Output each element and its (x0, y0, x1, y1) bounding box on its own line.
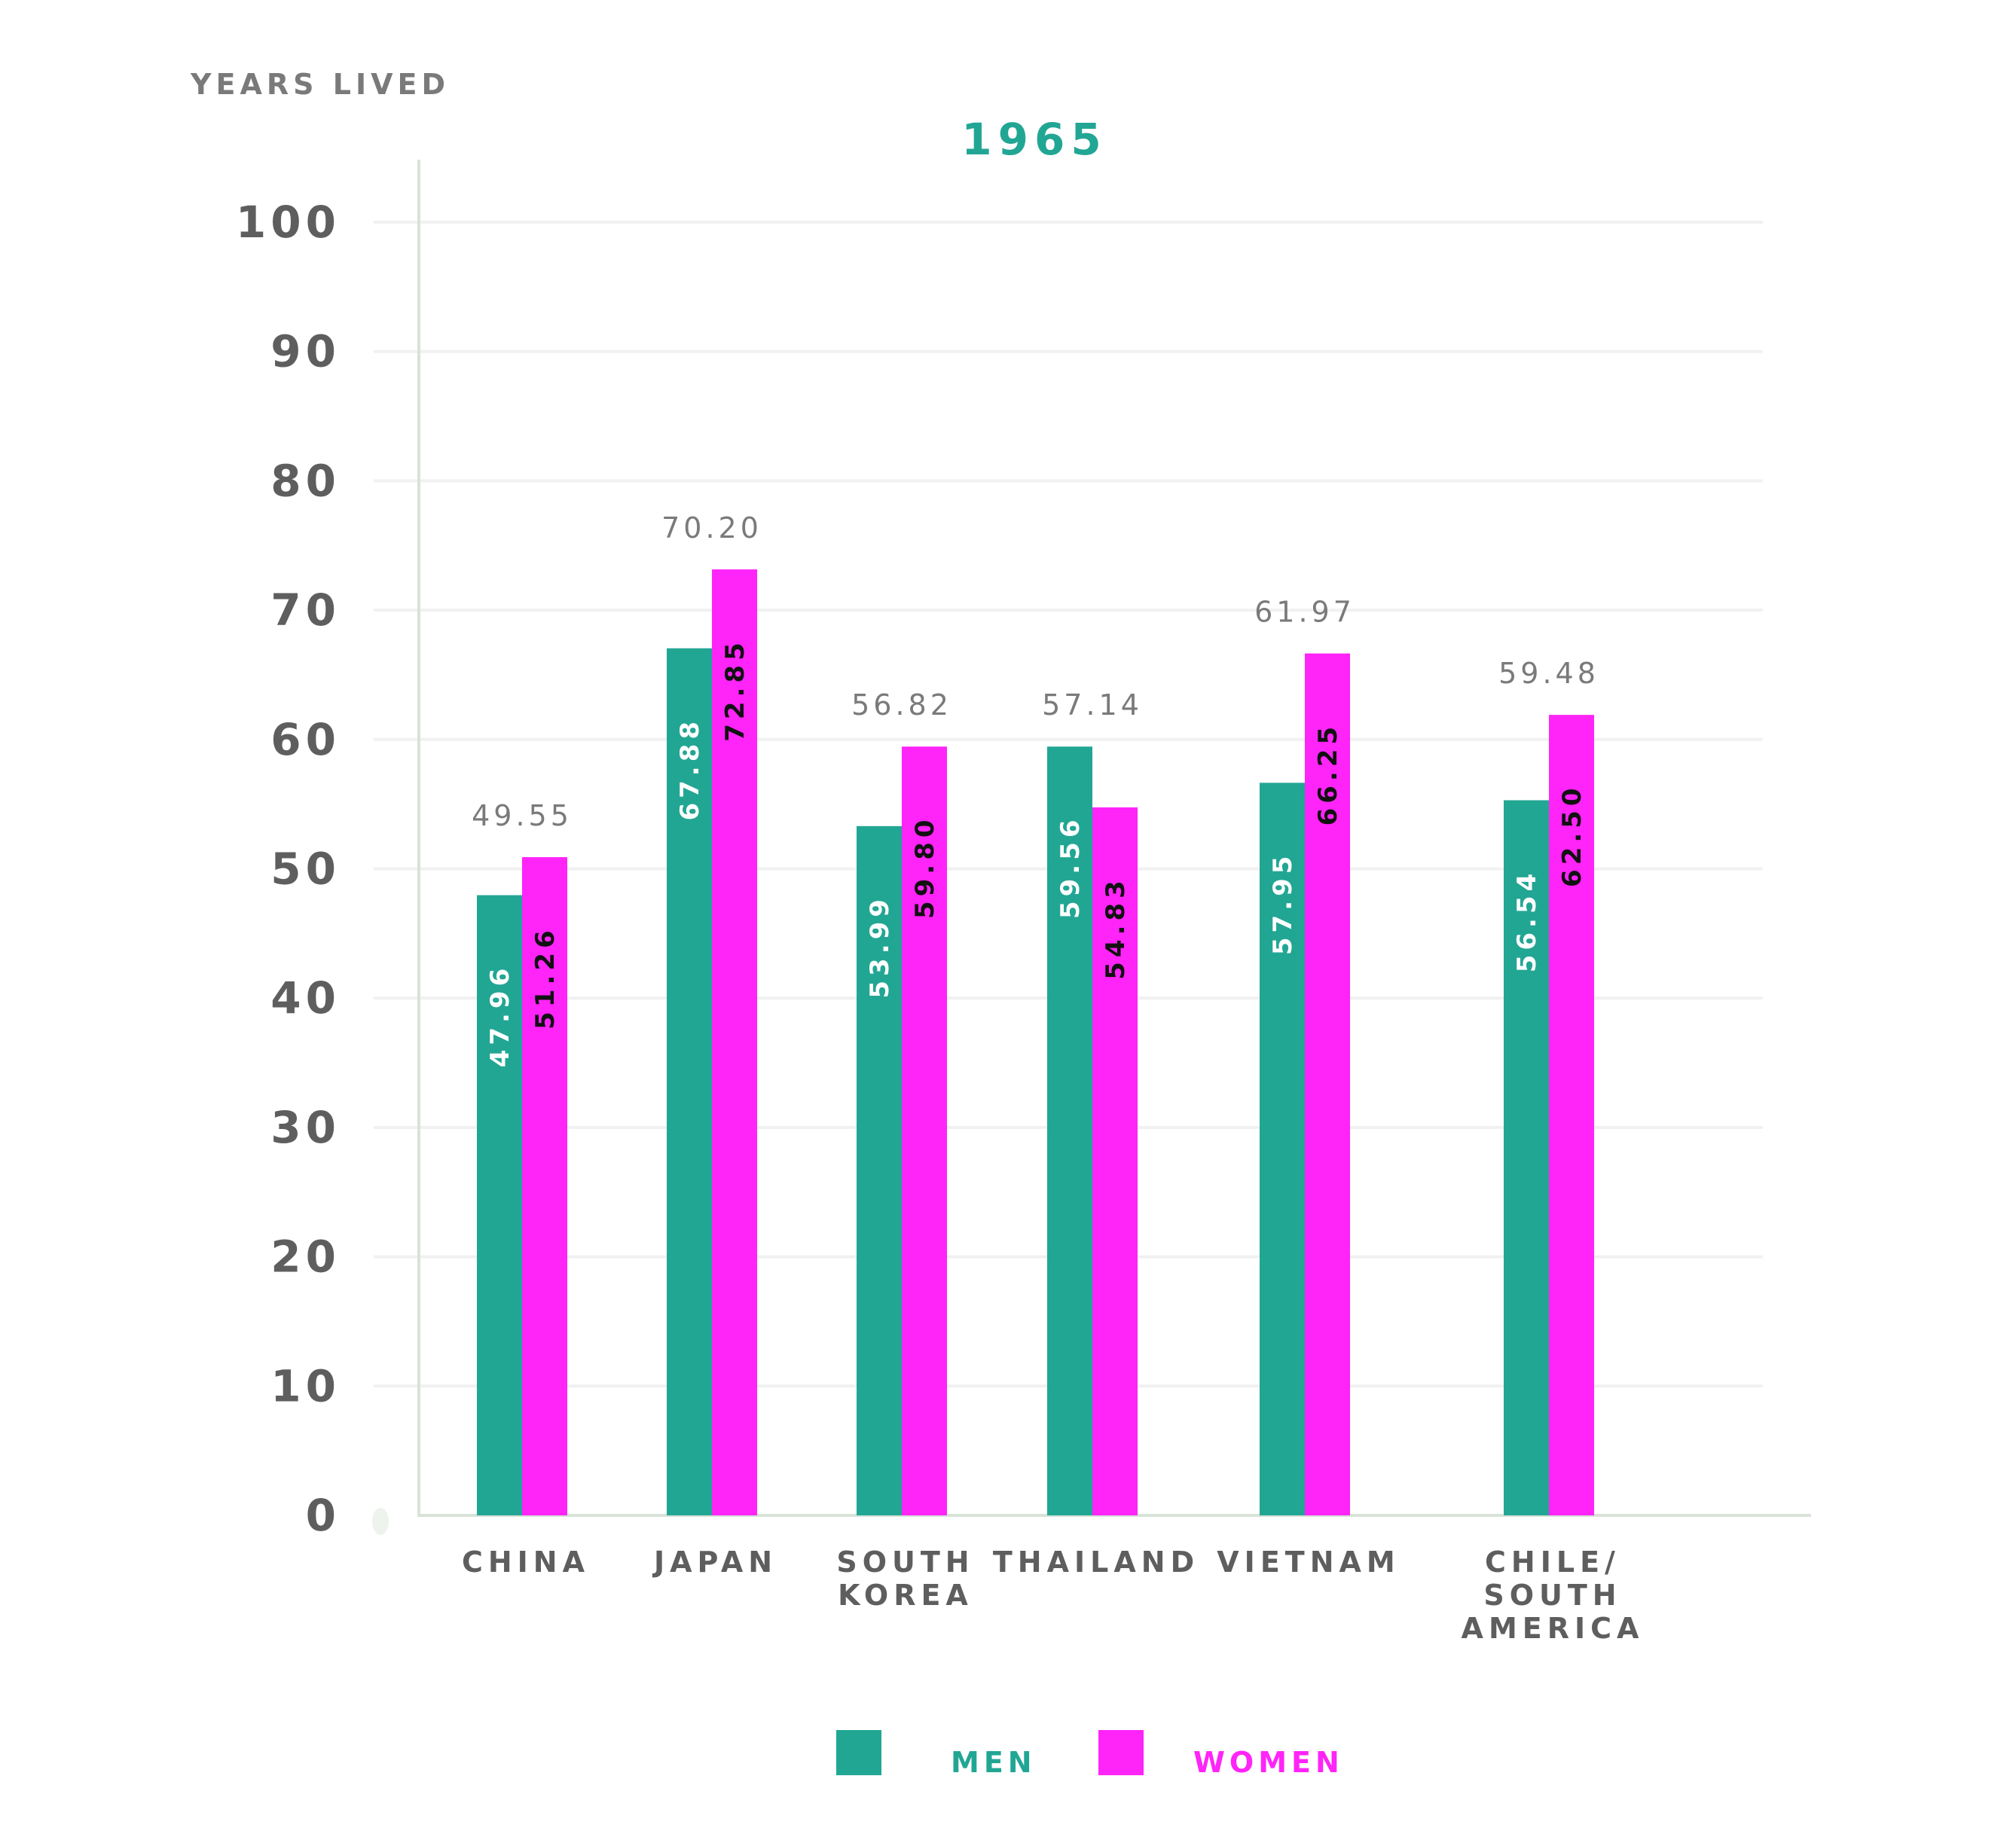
x-category-label: VIETNAM (1217, 1546, 1400, 1579)
bar-women[interactable] (1092, 807, 1138, 1515)
y-axis-title: YEARS LIVED (190, 68, 450, 101)
top-annotation: 56.82 (851, 688, 952, 722)
bar-value-label-women: 51.26 (530, 926, 561, 1030)
y-tick-label: 30 (270, 1102, 341, 1153)
y-tick-label: 50 (270, 844, 341, 895)
y-tick-label: 60 (270, 714, 341, 765)
bar-men[interactable] (477, 895, 522, 1515)
bar-value-label-men: 53.99 (865, 895, 895, 999)
x-category-label: SOUTH (1483, 1579, 1621, 1612)
top-annotation: 59.48 (1498, 657, 1599, 690)
y-tick-label: 20 (270, 1231, 341, 1283)
y-tick-label: 100 (236, 197, 341, 248)
bar-women[interactable] (1549, 715, 1594, 1515)
y-tick-label: 40 (270, 972, 341, 1024)
bar-value-label-women: 59.80 (910, 815, 940, 919)
bar-women[interactable] (712, 569, 757, 1515)
y-tick-label: 90 (270, 326, 341, 377)
y-tick-label: 80 (270, 455, 341, 506)
legend-label-women: WOMEN (1193, 1746, 1344, 1779)
top-annotation: 49.55 (472, 799, 573, 832)
bar-men[interactable] (667, 648, 712, 1516)
chart-title: 1965 (961, 114, 1107, 165)
bar-men[interactable] (1260, 783, 1305, 1515)
x-category-label: SOUTH (836, 1546, 974, 1579)
legend-swatch-women (1098, 1730, 1144, 1775)
legend-label-men: MEN (951, 1746, 1037, 1779)
legend-swatch-men (836, 1730, 881, 1775)
bar-value-label-men: 67.88 (675, 717, 705, 821)
bar-women[interactable] (902, 746, 947, 1515)
x-category-label: CHINA (462, 1546, 590, 1579)
bar-value-label-women: 62.50 (1557, 783, 1587, 887)
bar-value-label-men: 47.96 (485, 964, 515, 1068)
zero-marker (372, 1508, 389, 1535)
bar-value-label-women: 54.83 (1101, 876, 1131, 980)
bar-value-label-men: 56.54 (1512, 869, 1542, 973)
bar-men[interactable] (857, 825, 902, 1515)
bar-value-label-men: 59.56 (1055, 815, 1086, 919)
x-category-label: JAPAN (652, 1546, 777, 1579)
y-tick-label: 0 (306, 1490, 341, 1541)
bar-women[interactable] (522, 857, 567, 1515)
y-tick-label: 70 (270, 584, 341, 636)
top-annotation: 70.20 (661, 511, 762, 545)
x-category-label: AMERICA (1462, 1612, 1645, 1645)
top-annotation: 61.97 (1254, 596, 1355, 629)
bar-value-label-women: 66.25 (1313, 722, 1343, 826)
bar-women[interactable] (1305, 653, 1350, 1515)
x-category-label: THAILAND (993, 1546, 1199, 1579)
top-annotation: 57.14 (1042, 688, 1143, 722)
bar-value-label-women: 72.85 (720, 638, 750, 742)
bar-value-label-men: 57.95 (1268, 852, 1298, 956)
x-category-label: CHILE/ (1485, 1546, 1620, 1579)
bar-men[interactable] (1504, 800, 1549, 1515)
x-category-label: KOREA (838, 1579, 973, 1612)
y-tick-label: 10 (270, 1360, 341, 1411)
bar-men[interactable] (1047, 746, 1092, 1515)
